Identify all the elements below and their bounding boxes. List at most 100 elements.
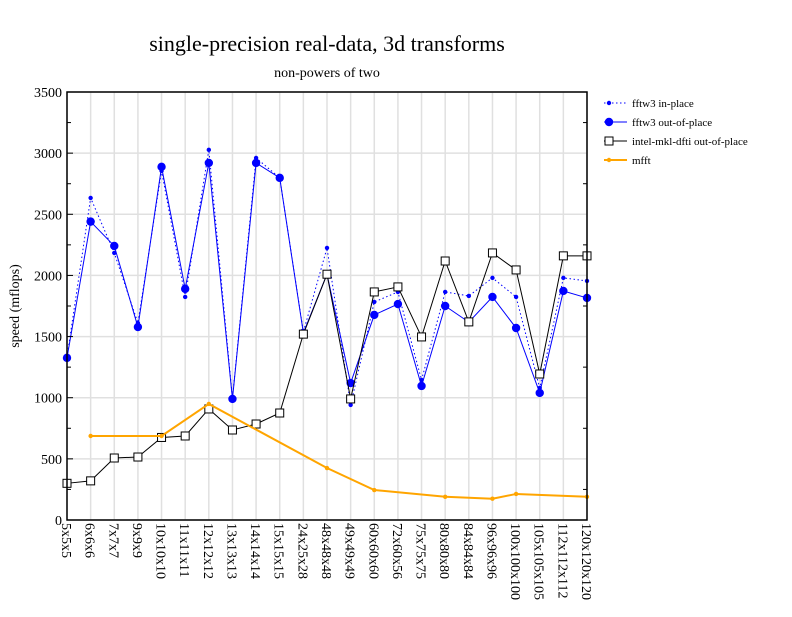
data-point <box>346 394 356 404</box>
data-point <box>348 402 353 408</box>
data-point <box>324 465 330 471</box>
data-point <box>346 378 355 388</box>
data-point <box>440 256 450 266</box>
legend: fftw3 in-place fftw3 out-of-place intel-mk… <box>604 98 748 167</box>
y-tick-label: 2000 <box>34 269 62 284</box>
data-point <box>251 158 261 168</box>
data-point <box>442 289 448 295</box>
x-tick-label: 60x60x60 <box>365 523 380 579</box>
data-point <box>86 217 95 226</box>
data-point <box>369 287 379 297</box>
data-point <box>180 284 190 294</box>
series-line <box>90 402 588 500</box>
data-point <box>393 299 403 309</box>
y-tick-label: 3000 <box>34 147 62 162</box>
x-tick-label: 11x11x11 <box>176 523 191 577</box>
x-tick-label: 9x9x9 <box>129 523 144 558</box>
data-point <box>393 282 403 292</box>
data-point <box>559 286 568 296</box>
data-point <box>466 293 472 299</box>
series-intel-mkl-dfti-out-of-place <box>62 248 592 488</box>
x-tick-label: 13x13x13 <box>223 523 238 579</box>
x-tick-label: 12x12x12 <box>200 523 215 579</box>
legend-label: mfft <box>632 155 651 167</box>
x-tick-label: 72x60x56 <box>389 523 404 579</box>
y-axis-label: speed (mflops) <box>8 264 23 348</box>
data-point <box>487 248 497 258</box>
data-point <box>372 299 377 305</box>
data-point <box>275 173 284 183</box>
data-point <box>157 162 166 172</box>
legend-marker <box>604 117 614 127</box>
x-tick-label: 112x112x112 <box>554 523 569 598</box>
data-point <box>159 433 164 439</box>
x-tick-label: 120x120x120 <box>578 523 593 600</box>
y-tick-label: 500 <box>41 453 62 468</box>
y-tick-label: 3500 <box>34 86 62 101</box>
data-point <box>112 250 117 256</box>
data-point <box>442 494 448 499</box>
data-point <box>88 195 93 201</box>
data-point <box>372 487 377 493</box>
chart-title: single-precision real-data, 3d transform… <box>149 31 505 56</box>
legend-marker <box>606 157 612 163</box>
data-point <box>513 491 519 497</box>
x-tick-label: 105x105x105 <box>531 523 546 600</box>
data-point <box>558 251 568 261</box>
legend-marker <box>606 100 612 106</box>
data-point <box>133 322 143 332</box>
data-point <box>417 332 427 342</box>
data-point <box>417 381 426 391</box>
data-point <box>182 294 188 300</box>
x-tick-label: 49x49x49 <box>342 523 357 579</box>
x-tick-label: 5x5x5 <box>58 523 73 558</box>
y-tick-label: 0 <box>55 514 62 529</box>
data-point <box>228 394 237 404</box>
data-point <box>488 292 497 302</box>
x-tick-label: 6x6x6 <box>82 523 97 558</box>
data-point <box>440 301 450 311</box>
y-tick-label: 2500 <box>34 208 62 223</box>
chart-subtitle: non-powers of two <box>274 66 380 81</box>
data-point <box>535 388 544 398</box>
y-tick-label: 1500 <box>34 331 62 346</box>
axes: 5x5x5 6x6x6 7x7x7 9x9x9 10x10x10 11x11x11 12x1… <box>34 86 593 600</box>
series-mfft <box>88 401 590 501</box>
data-point <box>110 241 119 251</box>
data-point <box>251 419 261 429</box>
data-point <box>370 310 379 320</box>
data-point <box>86 476 96 486</box>
x-tick-label: 14x14x14 <box>247 523 262 579</box>
legend-label: fftw3 out-of-place <box>632 117 712 129</box>
data-point <box>109 453 119 463</box>
x-tick-label: 80x80x80 <box>436 523 451 579</box>
data-point <box>490 275 495 281</box>
data-point <box>206 147 212 153</box>
data-point <box>133 452 143 462</box>
data-point <box>206 401 212 407</box>
x-tick-label: 84x84x84 <box>460 523 475 579</box>
data-point <box>322 269 332 279</box>
data-point <box>204 158 214 168</box>
data-point <box>511 323 521 333</box>
legend-label: fftw3 in-place <box>632 98 694 110</box>
legend-marker <box>604 136 614 146</box>
grid <box>66 91 588 521</box>
data-point <box>88 433 93 439</box>
data-point <box>275 408 285 418</box>
data-point <box>490 496 495 501</box>
x-tick-label: 10x10x10 <box>153 523 168 579</box>
legend-label: intel-mkl-dfti out-of-place <box>632 136 748 148</box>
y-tick-label: 1000 <box>34 392 62 407</box>
x-tick-label: 96x96x96 <box>483 523 498 579</box>
x-tick-label: 15x15x15 <box>271 523 286 579</box>
data-point <box>511 265 521 275</box>
data-point <box>180 431 190 441</box>
x-tick-label: 100x100x100 <box>507 523 522 600</box>
data-point <box>227 425 237 435</box>
data-point <box>298 329 308 339</box>
x-tick-label: 7x7x7 <box>105 523 120 558</box>
x-tick-label: 48x48x48 <box>318 523 333 579</box>
x-tick-label: 75x75x75 <box>413 523 428 579</box>
